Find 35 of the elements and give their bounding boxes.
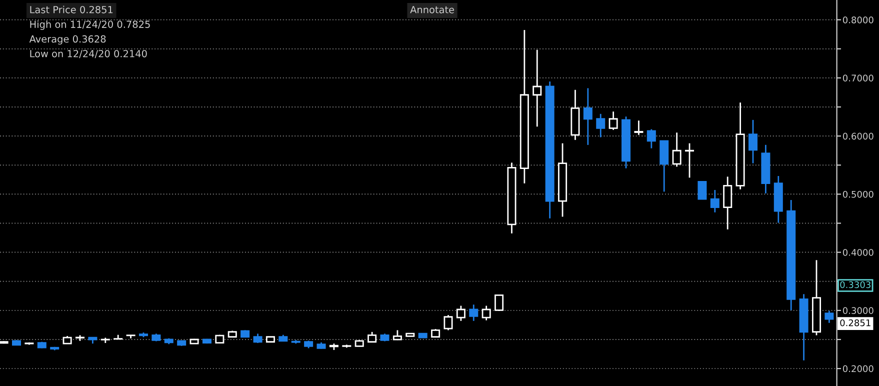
candlestick bbox=[748, 119, 758, 164]
y-tick-label: 0.6000 bbox=[842, 132, 874, 140]
candlestick bbox=[723, 176, 732, 230]
candlestick bbox=[698, 180, 707, 200]
candlestick bbox=[672, 132, 682, 168]
candlestick bbox=[608, 110, 618, 131]
candlestick bbox=[596, 113, 606, 138]
y-tick-label: 0.3000 bbox=[842, 307, 874, 314]
annotation: Last Price 0.2851 bbox=[30, 6, 113, 14]
candlestick bbox=[482, 305, 491, 322]
candlestick bbox=[532, 49, 542, 128]
candlestick bbox=[368, 331, 377, 344]
y-tick-label: 0.8000 bbox=[842, 16, 874, 24]
candlestick bbox=[469, 304, 478, 322]
y-tick-label: 0.5000 bbox=[842, 190, 874, 198]
annotation: Annotate bbox=[410, 6, 454, 14]
text: 0.3303 bbox=[840, 281, 870, 288]
y-tick-label: 0.2000 bbox=[842, 365, 874, 372]
candlestick bbox=[710, 189, 720, 214]
candlestick bbox=[444, 314, 453, 331]
candlestick bbox=[685, 142, 694, 178]
candlestick bbox=[634, 120, 644, 136]
candlestick bbox=[456, 305, 466, 322]
candlestick bbox=[646, 128, 656, 149]
candlestick bbox=[583, 87, 592, 146]
y-tick-label: 0.7000 bbox=[842, 74, 874, 82]
candlestick bbox=[494, 294, 504, 312]
annotation: Average 0.3628 bbox=[29, 35, 106, 45]
text: 0.2851 bbox=[840, 319, 870, 326]
y-tick-label: 0.4000 bbox=[842, 249, 874, 256]
annotation: Low on 12/24/20 0.2140 bbox=[30, 50, 147, 58]
candlestick bbox=[824, 310, 834, 324]
candlestick bbox=[660, 140, 669, 192]
annotation: High on 11/24/20 0.7825 bbox=[30, 20, 150, 30]
candlestick bbox=[253, 332, 262, 344]
